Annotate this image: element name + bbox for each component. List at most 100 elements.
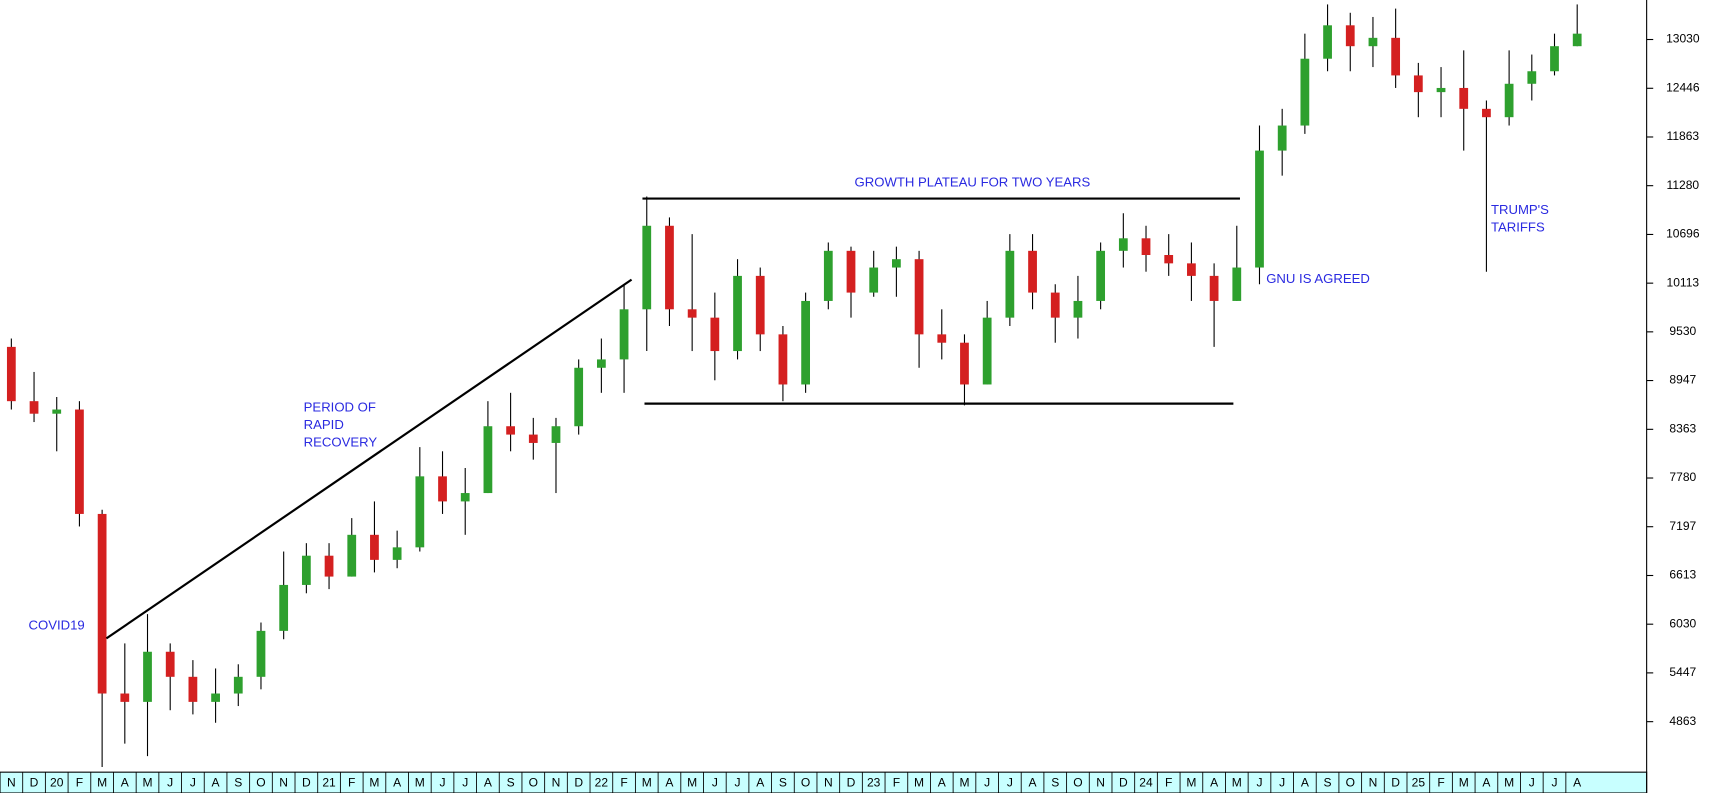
x-tick-label: 22 — [595, 775, 609, 789]
x-tick-label: D — [574, 775, 583, 789]
x-tick-label: F — [893, 775, 900, 789]
x-tick-label: N — [824, 775, 833, 789]
x-tick-label: J — [1529, 775, 1535, 789]
candle-body — [755, 275, 765, 335]
x-tick-label: S — [779, 775, 787, 789]
x-tick-label: 20 — [50, 775, 64, 789]
candle-body — [982, 317, 992, 385]
x-tick-label: J — [1279, 775, 1285, 789]
candle-body — [778, 334, 788, 385]
candle-body — [6, 346, 16, 402]
candle-body — [1323, 25, 1332, 59]
x-tick-label: A — [665, 775, 674, 789]
candle-body — [1028, 250, 1037, 293]
candle-body — [1391, 37, 1401, 76]
x-tick-label: M — [369, 775, 379, 789]
x-tick-label: D — [1119, 775, 1128, 789]
candle-body — [551, 426, 561, 443]
candle-body — [1504, 83, 1514, 118]
candle-body — [1209, 275, 1219, 301]
candle-body — [1527, 71, 1537, 84]
x-tick-label: J — [167, 775, 173, 789]
y-tick-label: 7197 — [1669, 519, 1696, 533]
candle-body — [279, 584, 289, 631]
candle-body — [211, 693, 220, 702]
x-tick-label: D — [847, 775, 856, 789]
y-tick-label: 10113 — [1667, 275, 1700, 289]
candle-body — [460, 493, 470, 502]
x-tick-label: D — [30, 775, 39, 789]
annotation: PERIOD OF — [304, 399, 376, 414]
candle-body — [1255, 150, 1264, 268]
y-tick-label: 8947 — [1669, 373, 1696, 387]
candle-body — [301, 555, 311, 585]
annotation: COVID19 — [29, 618, 85, 633]
trend-line — [105, 278, 633, 640]
x-tick-label: J — [712, 775, 718, 789]
x-tick-label: A — [212, 775, 221, 789]
y-tick-label: 10696 — [1666, 227, 1700, 241]
candle-body — [1368, 37, 1378, 47]
candle-body — [528, 434, 538, 443]
annotations: COVID19 PERIOD OF RAPID RECOVERY GROWTH … — [29, 175, 1550, 633]
x-tick-label: F — [1165, 775, 1172, 789]
x-tick-label: M — [1186, 775, 1196, 789]
x-tick-label: A — [393, 775, 402, 789]
y-tick-label: 11863 — [1667, 129, 1700, 143]
candle-body — [823, 250, 833, 301]
candle-body — [869, 267, 879, 293]
y-tick-label: 7780 — [1669, 470, 1696, 484]
candle-body — [1482, 108, 1491, 118]
candle-body — [733, 275, 742, 352]
candle-body — [438, 476, 447, 502]
candle-body — [801, 300, 811, 385]
candle-body — [415, 476, 425, 548]
x-tick-label: A — [1029, 775, 1038, 789]
candle-body — [914, 259, 924, 335]
x-tick-label: N — [1096, 775, 1105, 789]
candle-body — [1436, 87, 1446, 93]
annotation: TRUMP'S — [1491, 202, 1549, 217]
y-tick-label: 8363 — [1669, 422, 1696, 436]
x-tick-label: O — [801, 775, 810, 789]
candle-body — [370, 534, 379, 560]
candle-body — [1572, 33, 1582, 47]
x-tick-label: F — [348, 775, 355, 789]
x-tick-label: F — [620, 775, 627, 789]
candle-body — [188, 676, 198, 702]
annotation: GNU IS AGREED — [1266, 271, 1370, 286]
candle-body — [165, 651, 175, 677]
x-tick-label: A — [756, 775, 765, 789]
x-tick-label: A — [484, 775, 493, 789]
x-tick-label: A — [1482, 775, 1491, 789]
x-tick-label: J — [984, 775, 990, 789]
candle-body — [619, 309, 629, 360]
x-tick-label: 23 — [867, 775, 881, 789]
candle-body — [1277, 125, 1287, 151]
x-tick-label: 21 — [322, 775, 336, 789]
x-tick-label: D — [302, 775, 311, 789]
x-tick-label: A — [121, 775, 130, 789]
candle-body — [892, 259, 901, 268]
x-tick-label: M — [1232, 775, 1242, 789]
x-tick-label: S — [1051, 775, 1059, 789]
x-tick-label: A — [1210, 775, 1219, 789]
x-tick-label: O — [1346, 775, 1355, 789]
y-tick-label: 6030 — [1669, 616, 1696, 630]
x-tick-label: 25 — [1412, 775, 1426, 789]
annotation: GROWTH PLATEAU FOR TWO YEARS — [855, 175, 1091, 190]
annotation: TARIFFS — [1491, 220, 1545, 235]
candle-body — [256, 630, 266, 677]
candle-body — [596, 359, 606, 368]
y-tick-label: 9530 — [1669, 324, 1696, 338]
candle-body — [665, 225, 674, 310]
x-tick-label: S — [1324, 775, 1332, 789]
x-tick-label: M — [415, 775, 425, 789]
candle-body — [1164, 255, 1174, 264]
candle-body — [143, 651, 152, 702]
x-tick-label: J — [440, 775, 446, 789]
candle-body — [960, 342, 969, 385]
x-tick-label: J — [735, 775, 741, 789]
x-tick-label: O — [256, 775, 265, 789]
